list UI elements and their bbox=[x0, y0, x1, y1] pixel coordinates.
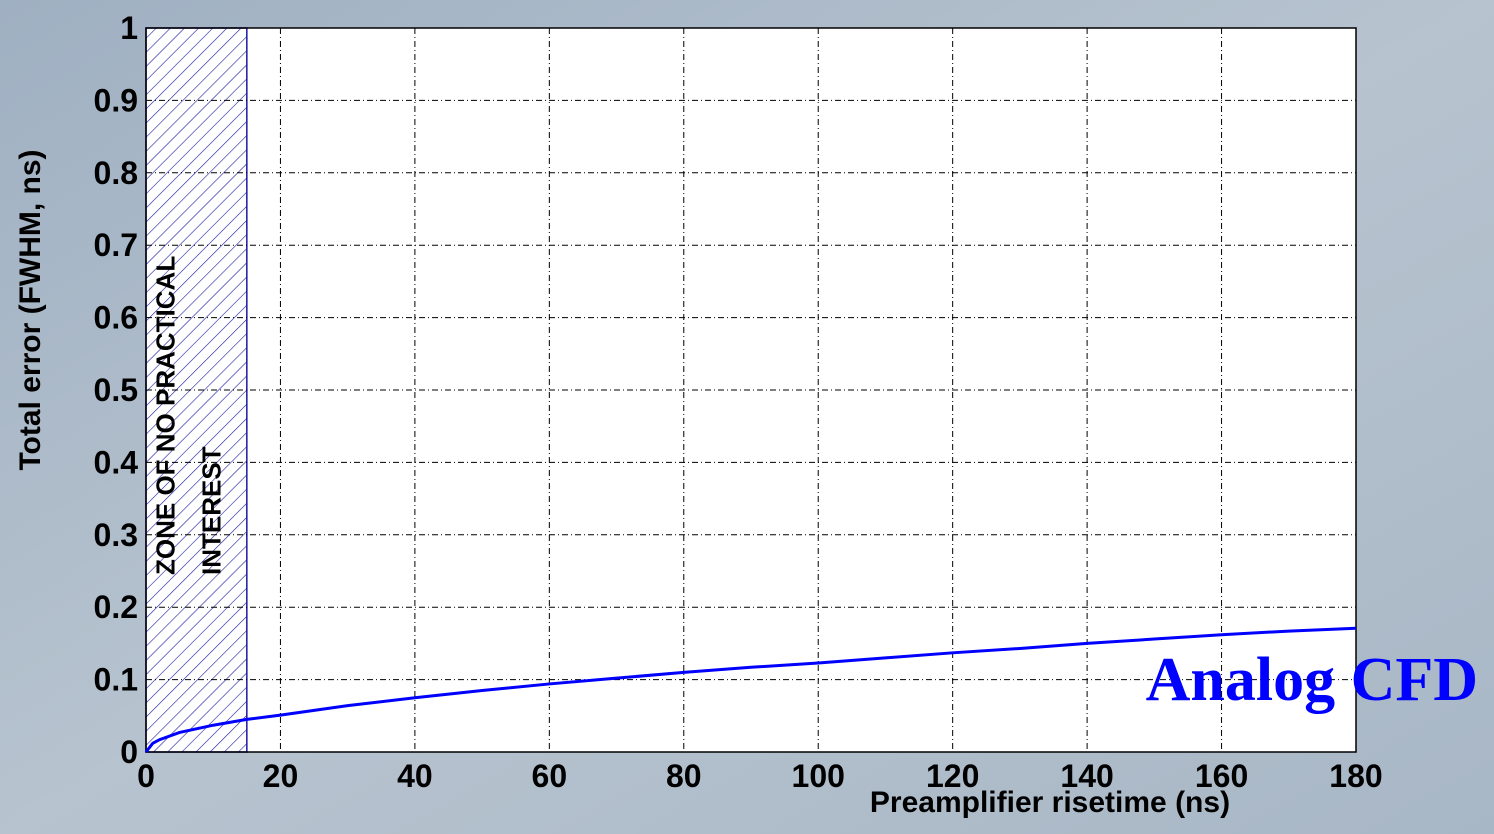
y-tick-label: 0.4 bbox=[94, 444, 139, 480]
y-tick-label: 0.6 bbox=[94, 300, 138, 336]
x-tick-label: 20 bbox=[263, 758, 299, 794]
y-tick-label: 0.9 bbox=[94, 82, 138, 118]
x-axis-label: Preamplifier risetime (ns) bbox=[870, 786, 1230, 819]
x-tick-label: 80 bbox=[666, 758, 702, 794]
series-label: Analog CFD bbox=[1146, 646, 1478, 714]
y-tick-label: 0.3 bbox=[94, 517, 138, 553]
y-tick-label: 1 bbox=[120, 10, 138, 46]
y-tick-label: 0.8 bbox=[94, 155, 138, 191]
x-tick-label: 160 bbox=[1195, 758, 1248, 794]
x-tick-label: 40 bbox=[397, 758, 433, 794]
x-tick-label: 140 bbox=[1060, 758, 1113, 794]
zone-label: INTEREST bbox=[196, 446, 226, 575]
x-tick-label: 180 bbox=[1329, 758, 1382, 794]
y-tick-label: 0.2 bbox=[94, 589, 138, 625]
y-tick-label: 0.5 bbox=[94, 372, 138, 408]
chart: Preamplifier risetime (ns) Total error (… bbox=[0, 0, 1494, 834]
y-tick-label: 0.1 bbox=[94, 662, 138, 698]
y-tick-label: 0.7 bbox=[94, 227, 138, 263]
x-tick-label: 100 bbox=[792, 758, 845, 794]
x-tick-label: 120 bbox=[926, 758, 979, 794]
x-tick-label: 60 bbox=[532, 758, 568, 794]
y-tick-label: 0 bbox=[120, 734, 138, 770]
x-tick-label: 0 bbox=[137, 758, 155, 794]
y-axis-label: Total error (FWHM, ns) bbox=[14, 149, 47, 470]
zone-label: ZONE OF NO PRACTICAL bbox=[150, 256, 180, 575]
